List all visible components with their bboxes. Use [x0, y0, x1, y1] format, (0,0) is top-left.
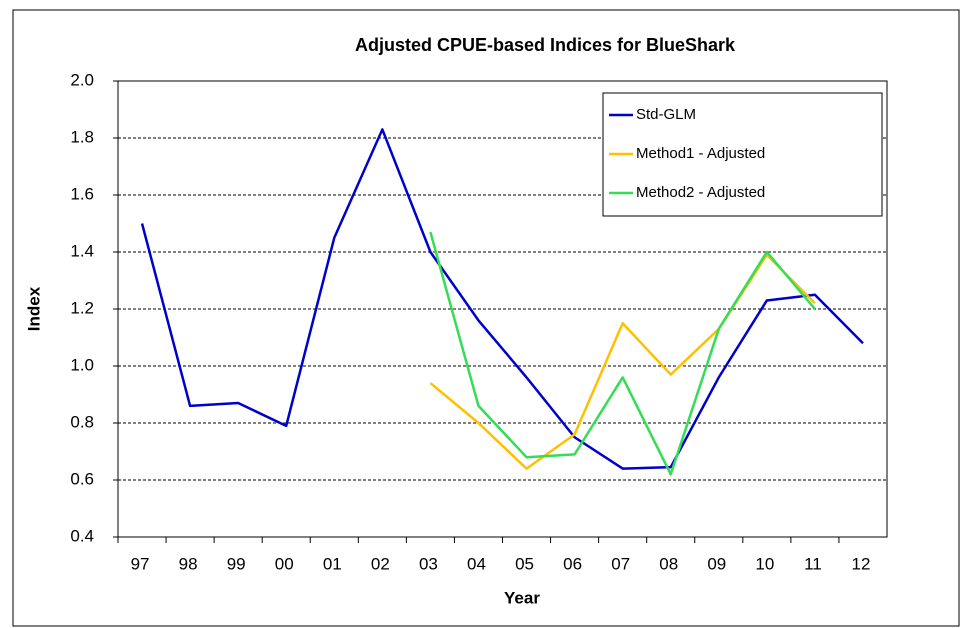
y-tick-label: 1.4 — [70, 241, 94, 260]
x-tick-label: 07 — [611, 554, 630, 573]
x-tick-label: 97 — [131, 554, 150, 573]
y-tick-label: 0.8 — [70, 412, 94, 431]
series-line — [140, 128, 864, 470]
x-tick-label: 01 — [323, 554, 342, 573]
legend-label: Method1 - Adjusted — [636, 145, 765, 162]
legend-label: Method2 - Adjusted — [636, 184, 765, 201]
y-tick-label: 1.2 — [70, 298, 94, 317]
y-tick-label: 1.0 — [70, 355, 94, 374]
x-tick-label: 98 — [179, 554, 198, 573]
legend-box — [602, 92, 883, 217]
y-axis-label: Index — [24, 286, 43, 331]
x-tick-label: 05 — [515, 554, 534, 573]
x-tick-label: 09 — [707, 554, 726, 573]
x-tick-label: 02 — [371, 554, 390, 573]
y-tick-label: 2.0 — [70, 70, 94, 89]
x-tick-label: 99 — [227, 554, 246, 573]
chart-title: Adjusted CPUE-based Indices for BlueShar… — [355, 35, 736, 55]
y-tick-label: 0.4 — [70, 526, 94, 545]
legend-label: Std-GLM — [636, 106, 696, 123]
x-tick-label: 08 — [659, 554, 678, 573]
x-tick-label: 10 — [755, 554, 774, 573]
series-line — [429, 231, 816, 476]
y-tick-label: 1.8 — [70, 127, 94, 146]
x-tick-label: 03 — [419, 554, 438, 573]
x-tick-label: 06 — [563, 554, 582, 573]
y-tick-label: 1.6 — [70, 184, 94, 203]
x-tick-label: 11 — [804, 554, 822, 573]
x-tick-label: 04 — [467, 554, 486, 573]
x-tick-label: 12 — [852, 554, 871, 573]
y-tick-label: 0.6 — [70, 469, 94, 488]
x-tick-label: 00 — [275, 554, 294, 573]
x-axis-label: Year — [504, 588, 540, 607]
